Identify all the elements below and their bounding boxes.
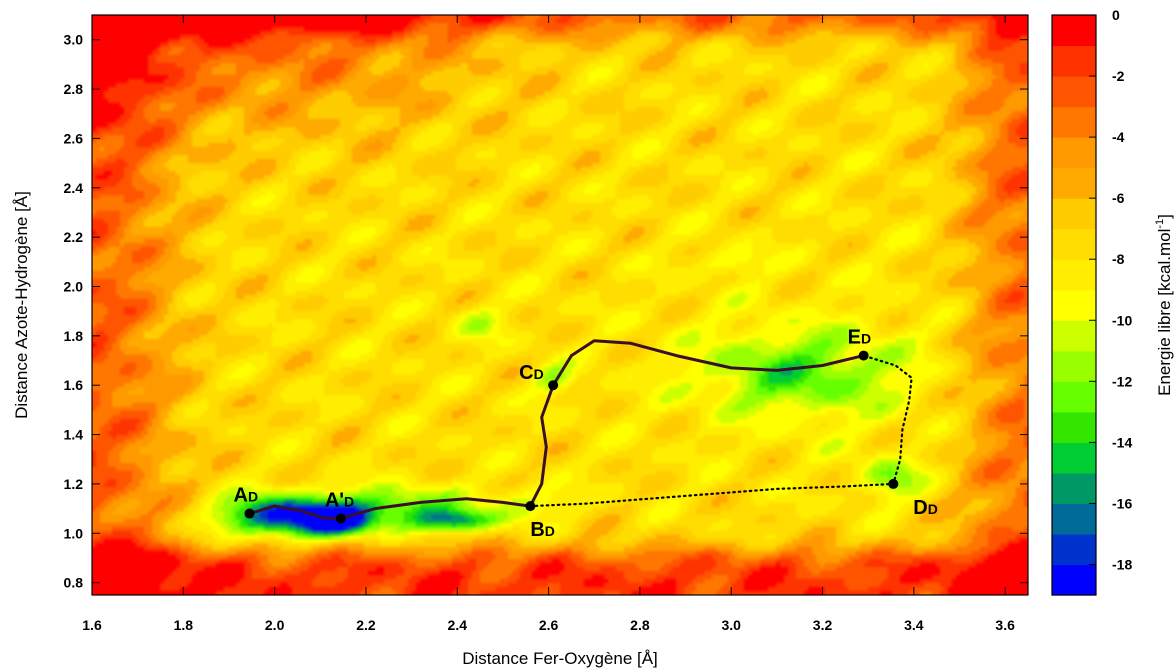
x-tick-label: 3.6 <box>995 617 1015 633</box>
colorbar-swatch <box>1052 259 1096 291</box>
colorbar-swatch <box>1052 320 1096 352</box>
state-point-label-main: A <box>234 485 248 507</box>
colorbar <box>1052 15 1096 596</box>
colorbar-tick-label: 0 <box>1112 7 1120 23</box>
x-axis-title: Distance Fer-Oxygène [Å] <box>462 649 658 668</box>
state-point-label-main: D <box>913 497 927 519</box>
state-point-marker <box>858 350 869 361</box>
state-point-marker <box>525 501 536 512</box>
colorbar-label-sup: -1 <box>1154 219 1166 229</box>
y-tick-label: 2.0 <box>64 278 84 294</box>
state-point-label-main: B <box>530 519 544 541</box>
colorbar-swatch <box>1052 137 1096 169</box>
y-tick-label: 1.6 <box>64 377 84 393</box>
colorbar-swatch <box>1052 76 1096 108</box>
colorbar-tick-label: -2 <box>1112 68 1125 84</box>
colorbar-swatch <box>1052 350 1096 382</box>
colorbar-ticks: 0 -2 -4 -6 -8 -10 -12 -14 -16 -18 <box>1089 7 1132 572</box>
state-point-label-sub: D <box>344 493 354 509</box>
state-point-label-sub: D <box>928 501 938 517</box>
colorbar-swatch <box>1052 503 1096 535</box>
x-tick-label: 3.4 <box>904 617 924 633</box>
colorbar-tick-label: -14 <box>1112 434 1132 450</box>
state-point-label: BD <box>530 519 555 541</box>
state-point-marker <box>888 478 899 489</box>
y-tick-label: 1.8 <box>64 328 84 344</box>
y-tick-label: 2.2 <box>64 229 84 245</box>
x-tick-label: 2.2 <box>356 617 376 633</box>
x-tick-label: 1.8 <box>174 617 194 633</box>
state-point-label-sub: D <box>248 489 258 505</box>
colorbar-swatch <box>1052 198 1096 230</box>
state-point-label-main: C <box>519 362 533 384</box>
state-point-label: DD <box>913 497 938 519</box>
y-tick-label: 2.8 <box>64 81 84 97</box>
colorbar-swatch <box>1052 228 1096 260</box>
x-tick-label: 2.6 <box>539 617 559 633</box>
x-tick-label: 2.8 <box>630 617 650 633</box>
solid-pathway <box>249 339 864 520</box>
colorbar-tick-label: -6 <box>1112 190 1125 206</box>
colorbar-swatch <box>1052 289 1096 321</box>
y-tick-label: 1.0 <box>64 525 84 541</box>
x-tick-label: 3.2 <box>813 617 833 633</box>
state-point-label-sub: D <box>534 366 544 382</box>
energy-surface-image <box>92 15 1028 595</box>
colorbar-tick-label: -10 <box>1112 312 1132 328</box>
y-tick-label: 1.4 <box>64 427 84 443</box>
colorbar-tick-label: -4 <box>1112 129 1125 145</box>
x-axis-ticks: 1.6 1.8 2.0 2.2 2.4 2.6 2.8 3.0 3.2 3.4 3.6 <box>82 15 1015 633</box>
state-point-label: ED <box>848 327 871 349</box>
y-tick-label: 2.6 <box>64 130 84 146</box>
colorbar-swatch <box>1052 564 1096 596</box>
x-tick-label: 2.0 <box>265 617 285 633</box>
colorbar-label: Energie libre [kcal.mol-1] <box>1154 214 1174 396</box>
state-point-label-sub: D <box>545 523 555 539</box>
state-point-label: CD <box>519 362 544 384</box>
colorbar-tick-label: -12 <box>1112 373 1132 389</box>
x-tick-label: 3.0 <box>721 617 741 633</box>
state-point-label-main: A' <box>325 489 344 511</box>
y-axis-title: Distance Azote-Hydrogène [Å] <box>12 191 31 419</box>
colorbar-swatch <box>1052 381 1096 413</box>
state-point-marker <box>244 508 255 519</box>
state-point-marker <box>548 380 559 391</box>
plot-frame <box>91 14 1029 596</box>
x-tick-label: 2.4 <box>448 617 468 633</box>
colorbar-swatch <box>1052 411 1096 443</box>
y-axis-ticks: 0.8 1.0 1.2 1.4 1.6 1.8 2.0 2.2 2.4 2.6 2.8 3.0 <box>64 32 1028 591</box>
colorbar-label-end: ] <box>1155 214 1174 219</box>
colorbar-swatch <box>1052 15 1096 47</box>
colorbar-tick-label: -18 <box>1112 556 1132 572</box>
colorbar-tick-label: -8 <box>1112 251 1125 267</box>
colorbar-label-main: Energie libre [kcal.mol <box>1155 229 1174 396</box>
y-tick-label: 2.4 <box>64 180 84 196</box>
x-tick-label: 1.6 <box>82 617 102 633</box>
colorbar-tick-label: -16 <box>1112 495 1132 511</box>
state-point-marker <box>335 513 346 524</box>
state-point-label-main: E <box>848 327 861 349</box>
y-tick-label: 3.0 <box>64 32 84 48</box>
colorbar-frame <box>1051 14 1097 596</box>
colorbar-swatch <box>1052 106 1096 138</box>
colorbar-swatch <box>1052 472 1096 505</box>
colorbar-swatch <box>1052 533 1096 566</box>
colorbar-swatch <box>1052 45 1096 77</box>
state-point-label-sub: D <box>861 331 871 347</box>
state-point-label: AD <box>234 485 259 507</box>
y-tick-label: 0.8 <box>64 575 84 591</box>
state-point-label: A'D <box>325 489 354 511</box>
y-tick-label: 1.2 <box>64 476 84 492</box>
colorbar-swatch <box>1052 442 1096 474</box>
colorbar-swatch <box>1052 167 1096 199</box>
